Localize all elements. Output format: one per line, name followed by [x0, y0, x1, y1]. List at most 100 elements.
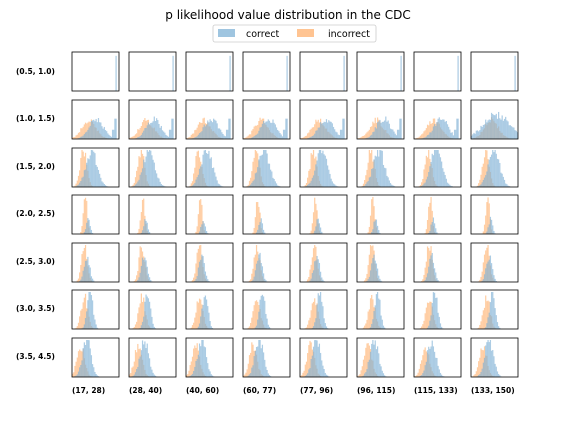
histogram-bar-correct — [502, 120, 504, 139]
histogram-bar-incorrect — [252, 311, 254, 329]
histogram-bar-incorrect — [250, 177, 252, 187]
histogram-bar-correct — [315, 318, 317, 329]
histogram-bar-incorrect — [487, 197, 489, 234]
histogram-bar-correct — [444, 121, 446, 139]
histogram-bar-correct — [437, 118, 439, 139]
histogram-bar-correct — [255, 172, 258, 187]
histogram-bar-correct — [77, 371, 80, 377]
histogram-bar-correct — [425, 277, 427, 282]
histogram-bar-correct — [382, 325, 385, 329]
histogram-bar-correct — [107, 133, 109, 139]
histogram-bar-incorrect — [419, 135, 422, 139]
histogram-bar-incorrect — [137, 270, 139, 282]
histogram-bar-incorrect — [81, 226, 83, 234]
histogram-bar-correct — [492, 350, 494, 377]
histogram-bar-incorrect — [372, 121, 374, 139]
histogram-bar-correct — [439, 119, 442, 139]
histogram-bar-incorrect — [254, 217, 256, 234]
histogram-bar-incorrect — [429, 202, 431, 234]
histogram-bar-incorrect — [82, 213, 84, 234]
histogram-bar-correct — [254, 173, 256, 187]
histogram-bar-correct — [99, 122, 101, 139]
histogram-bar-correct — [95, 118, 97, 139]
histogram-bar-correct — [198, 231, 201, 234]
histogram-bar-correct — [286, 118, 288, 139]
histogram-bar-incorrect — [315, 305, 317, 329]
histogram-bar-correct — [134, 372, 137, 377]
histogram-bar-correct — [435, 125, 437, 139]
histogram-bar-correct — [494, 363, 496, 377]
histogram-bar-incorrect — [485, 295, 487, 329]
histogram-bar-correct — [435, 357, 437, 377]
histogram-bar-correct — [132, 186, 134, 187]
histogram-bar-correct — [498, 111, 500, 139]
histogram-bar-correct — [207, 279, 209, 282]
histogram-bar-correct — [144, 257, 146, 282]
histogram-bar-correct — [255, 346, 258, 377]
histogram-bar-incorrect — [81, 128, 83, 139]
histogram-bar-correct — [90, 355, 93, 377]
histogram-bar-correct — [205, 124, 208, 139]
histogram-bar-correct — [79, 281, 81, 282]
histogram-bar-correct — [479, 185, 481, 187]
histogram-bar-correct — [423, 137, 425, 139]
histogram-bar-correct — [372, 229, 374, 234]
histogram-bar-incorrect — [479, 357, 481, 377]
histogram-bar-correct — [481, 126, 483, 139]
histogram-bar-incorrect — [362, 135, 365, 139]
histogram-bar-correct — [150, 308, 152, 329]
histogram-bar-correct — [429, 230, 431, 234]
histogram-bar-correct — [378, 275, 380, 282]
histogram-bar-correct — [194, 280, 196, 282]
histogram-bar-correct — [371, 169, 373, 187]
histogram-bar-incorrect — [80, 128, 82, 139]
histogram-bar-correct — [104, 130, 107, 139]
histogram-panel — [356, 147, 405, 188]
histogram-bar-correct — [387, 120, 389, 139]
histogram-bar-correct — [101, 126, 103, 139]
histogram-panel — [185, 194, 234, 235]
histogram-bar-incorrect — [247, 135, 249, 139]
histogram-bar-correct — [384, 375, 386, 377]
histogram-bar-correct — [163, 185, 165, 187]
histogram-bar-correct — [367, 278, 369, 282]
histogram-bar-incorrect — [248, 134, 251, 139]
histogram-bar-correct — [79, 367, 81, 377]
histogram-bar-incorrect — [426, 157, 429, 187]
histogram-bar-correct — [323, 121, 325, 139]
panel-frame — [71, 289, 120, 330]
histogram-bar-correct — [314, 261, 316, 282]
histogram-bar-correct — [259, 299, 261, 329]
histogram-bar-correct — [200, 227, 202, 234]
histogram-bar-correct — [259, 252, 261, 282]
histogram-bar-correct — [279, 133, 281, 139]
histogram-bar-incorrect — [73, 372, 75, 377]
histogram-bar-correct — [424, 137, 426, 139]
histogram-bar-correct — [316, 130, 318, 139]
histogram-bar-correct — [164, 132, 166, 139]
histogram-bar-correct — [496, 118, 499, 139]
histogram-panel — [242, 289, 291, 330]
histogram-bar-incorrect — [190, 183, 192, 187]
histogram-panel — [71, 242, 120, 283]
histogram-bar-correct — [471, 135, 473, 139]
histogram-bar-correct — [435, 297, 437, 329]
histogram-bar-correct — [80, 136, 82, 139]
histogram-bar-correct — [91, 150, 94, 187]
histogram-bar-correct — [153, 374, 155, 377]
histogram-bar-correct — [501, 173, 503, 187]
histogram-bar-correct — [260, 348, 262, 377]
histogram-bar-correct — [275, 127, 278, 139]
histogram-bar-correct — [319, 122, 322, 139]
histogram-bar-correct — [143, 130, 145, 139]
histogram-bar-correct — [227, 129, 229, 139]
histogram-bar-correct — [211, 122, 214, 139]
histogram-bar-correct — [86, 311, 88, 329]
histogram-bar-correct — [258, 130, 260, 139]
histogram-panel — [71, 51, 120, 92]
histogram-bar-incorrect — [314, 124, 316, 139]
histogram-bar-correct — [312, 270, 315, 282]
histogram-bar-incorrect — [482, 163, 484, 187]
histogram-panel — [413, 242, 462, 283]
histogram-bar-incorrect — [369, 153, 372, 187]
